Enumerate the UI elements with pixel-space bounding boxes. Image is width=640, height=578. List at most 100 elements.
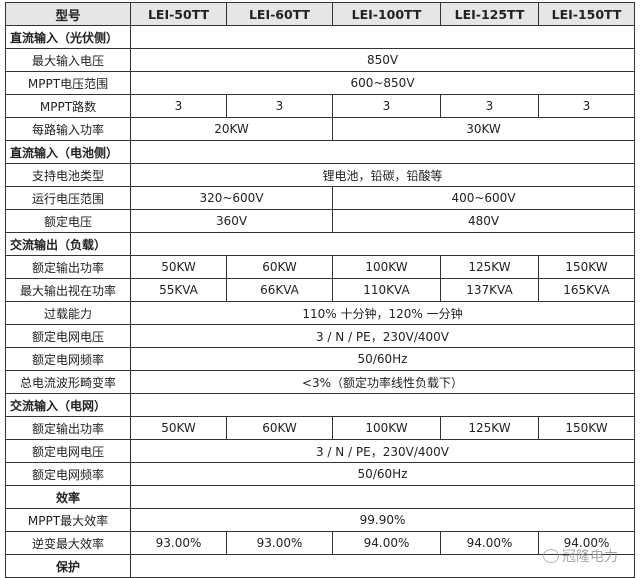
table-row: 额定电网频率 50/60Hz bbox=[5, 462, 635, 486]
empty-cell bbox=[130, 25, 635, 49]
value-cell: 3 bbox=[440, 94, 539, 118]
table-row: 支持电池类型 锂电池，铅碳，铅酸等 bbox=[5, 163, 635, 187]
table-row: 最大输入电压 850V bbox=[5, 48, 635, 72]
table-row: MPPT电压范围 600~850V bbox=[5, 71, 635, 95]
empty-cell bbox=[130, 232, 635, 256]
model-label-header: 型号 bbox=[5, 2, 131, 26]
param-label: 总电流波形畸变率 bbox=[5, 370, 131, 394]
section-row: 直流输入（光伏侧） bbox=[5, 25, 635, 49]
table-row: 最大输出视在功率 55KVA 66KVA 110KVA 137KVA 165KVA bbox=[5, 278, 635, 302]
table-row: 过载能力 110% 十分钟，120% 一分钟 bbox=[5, 301, 635, 325]
table-row: 额定输出功率 50KW 60KW 100KW 125KW 150KW bbox=[5, 255, 635, 279]
value-cell: 99.90% bbox=[130, 508, 635, 532]
value-cell: 125KW bbox=[440, 416, 539, 440]
section-title: 直流输入（电池侧） bbox=[5, 140, 131, 164]
table-row: 逆变最大效率 93.00% 93.00% 94.00% 94.00% 94.00% bbox=[5, 531, 635, 555]
section-row: 交流输出（负载） bbox=[5, 232, 635, 256]
param-label: 额定电网电压 bbox=[5, 324, 131, 348]
table-row: 运行电压范围 320~600V 400~600V bbox=[5, 186, 635, 210]
value-cell: 137KVA bbox=[440, 278, 539, 302]
param-label: 支持电池类型 bbox=[5, 163, 131, 187]
value-cell: 100KW bbox=[332, 255, 441, 279]
value-cell: 30KW bbox=[332, 117, 635, 141]
value-cell: 锂电池，铅碳，铅酸等 bbox=[130, 163, 635, 187]
section-title: 效率 bbox=[5, 485, 131, 509]
table-row: MPPT路数 3 3 3 3 3 bbox=[5, 94, 635, 118]
value-cell: 66KVA bbox=[226, 278, 333, 302]
table-row: 每路输入功率 20KW 30KW bbox=[5, 117, 635, 141]
param-label: MPPT最大效率 bbox=[5, 508, 131, 532]
value-cell: 60KW bbox=[226, 255, 333, 279]
value-cell: 93.00% bbox=[130, 531, 227, 555]
value-cell: 110KVA bbox=[332, 278, 441, 302]
param-label: 额定电压 bbox=[5, 209, 131, 233]
model-header: LEI-100TT bbox=[332, 2, 441, 26]
value-cell: 50/60Hz bbox=[130, 462, 635, 486]
param-label: 过载能力 bbox=[5, 301, 131, 325]
section-row: 直流输入（电池侧） bbox=[5, 140, 635, 164]
table-row: 总电流波形畸变率 <3%（额定功率线性负载下） bbox=[5, 370, 635, 394]
table-row: 额定电网电压 3 / N / PE，230V/400V bbox=[5, 439, 635, 463]
param-label: 额定电网电压 bbox=[5, 439, 131, 463]
value-cell: 20KW bbox=[130, 117, 333, 141]
wechat-icon bbox=[543, 549, 559, 563]
value-cell: 50KW bbox=[130, 416, 227, 440]
value-cell: 3 bbox=[130, 94, 227, 118]
model-header: LEI-60TT bbox=[226, 2, 333, 26]
value-cell: 125KW bbox=[440, 255, 539, 279]
table-row: 额定电网频率 50/60Hz bbox=[5, 347, 635, 371]
value-cell: 94.00% bbox=[440, 531, 539, 555]
value-cell: <3%（额定功率线性负载下） bbox=[130, 370, 635, 394]
param-label: 运行电压范围 bbox=[5, 186, 131, 210]
param-label: 逆变最大效率 bbox=[5, 531, 131, 555]
param-label: 额定输出功率 bbox=[5, 416, 131, 440]
value-cell: 360V bbox=[130, 209, 333, 233]
value-cell: 3 / N / PE，230V/400V bbox=[130, 439, 635, 463]
value-cell: 3 bbox=[538, 94, 635, 118]
param-label: 额定电网频率 bbox=[5, 347, 131, 371]
section-title: 交流输入（电网） bbox=[5, 393, 131, 417]
watermark-text: 冠隆电力 bbox=[562, 549, 618, 565]
value-cell: 150KW bbox=[538, 416, 635, 440]
empty-cell bbox=[130, 393, 635, 417]
param-label: 最大输入电压 bbox=[5, 48, 131, 72]
model-header: LEI-150TT bbox=[538, 2, 635, 26]
value-cell: 850V bbox=[130, 48, 635, 72]
param-label: 每路输入功率 bbox=[5, 117, 131, 141]
empty-cell bbox=[130, 485, 635, 509]
param-label: MPPT电压范围 bbox=[5, 71, 131, 95]
value-cell: 320~600V bbox=[130, 186, 333, 210]
value-cell: 50/60Hz bbox=[130, 347, 635, 371]
value-cell: 165KVA bbox=[538, 278, 635, 302]
value-cell: 3 bbox=[226, 94, 333, 118]
param-label: MPPT路数 bbox=[5, 94, 131, 118]
value-cell: 3 bbox=[332, 94, 441, 118]
value-cell: 110% 十分钟，120% 一分钟 bbox=[130, 301, 635, 325]
section-title: 保护 bbox=[5, 554, 131, 578]
param-label: 额定电网频率 bbox=[5, 462, 131, 486]
value-cell: 100KW bbox=[332, 416, 441, 440]
table-row: 额定电压 360V 480V bbox=[5, 209, 635, 233]
value-cell: 94.00% bbox=[332, 531, 441, 555]
param-label: 额定输出功率 bbox=[5, 255, 131, 279]
value-cell: 50KW bbox=[130, 255, 227, 279]
table-row: MPPT最大效率 99.90% bbox=[5, 508, 635, 532]
watermark: 冠隆电力 bbox=[543, 546, 618, 566]
table-row: 额定输出功率 50KW 60KW 100KW 125KW 150KW bbox=[5, 416, 635, 440]
model-header: LEI-50TT bbox=[130, 2, 227, 26]
value-cell: 400~600V bbox=[332, 186, 635, 210]
value-cell: 55KVA bbox=[130, 278, 227, 302]
value-cell: 60KW bbox=[226, 416, 333, 440]
value-cell: 600~850V bbox=[130, 71, 635, 95]
spec-table: 型号 LEI-50TT LEI-60TT LEI-100TT LEI-125TT LEI-… bbox=[5, 2, 635, 578]
section-row: 效率 bbox=[5, 485, 635, 509]
table-row: 额定电网电压 3 / N / PE，230V/400V bbox=[5, 324, 635, 348]
section-row: 保护 bbox=[5, 554, 635, 578]
model-header: LEI-125TT bbox=[440, 2, 539, 26]
param-label: 最大输出视在功率 bbox=[5, 278, 131, 302]
header-row: 型号 LEI-50TT LEI-60TT LEI-100TT LEI-125TT LEI-… bbox=[5, 2, 635, 26]
section-row: 交流输入（电网） bbox=[5, 393, 635, 417]
value-cell: 3 / N / PE，230V/400V bbox=[130, 324, 635, 348]
empty-cell bbox=[130, 140, 635, 164]
value-cell: 480V bbox=[332, 209, 635, 233]
